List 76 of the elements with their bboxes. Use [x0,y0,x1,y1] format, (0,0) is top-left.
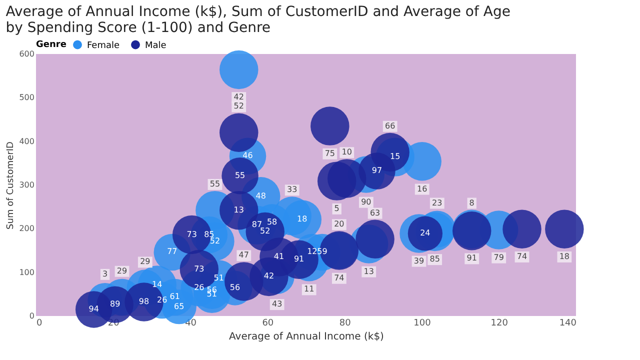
annotation: 56 [230,283,240,292]
annotation: 5 [334,204,340,213]
annotation: 61 [170,292,180,302]
annotation: 13 [364,266,374,276]
annotation: 66 [384,121,396,130]
legend-label: Female [87,40,120,51]
annotation: 55 [210,179,220,188]
annotation: 15 [390,152,400,162]
annotation: 13 [234,205,244,214]
chart-title: Average of Annual Income (k$), Sum of CustomerID and Average of Age by Spending Score (1-100) and Genre [6,4,510,36]
annotation: 14 [152,280,162,289]
annotation: 73 [194,264,204,274]
annotation: 52 [260,226,270,236]
annotation: 73 [186,230,197,239]
annotation: 33 [287,185,298,194]
x-tick-label: 100 [414,318,432,328]
annotation: 63 [370,208,380,218]
annotation: 42 [234,92,244,102]
annotation: 20 [334,220,344,229]
annotation: 94 [88,304,99,314]
annotation: 58 [266,218,278,227]
annotation: 89 [110,300,120,309]
x-tick-label: 120 [490,318,508,328]
annotation: 79 [494,252,504,262]
y-tick-label: 500 [19,93,34,102]
annotation: 74 [516,252,528,261]
annotation: 91 [294,254,304,264]
y-tick-label: 200 [19,224,34,234]
annotation: 3 [102,269,108,278]
legend-label: Male [145,40,167,51]
annotation: 77 [167,247,178,256]
annotation: 8 [469,198,474,208]
annotation: 46 [242,151,253,160]
annotation: 41 [274,252,284,262]
annotation: 43 [272,300,282,309]
legend-title: Genre [36,40,66,50]
annotation: 23 [432,198,442,208]
x-tick-label: 0 [36,318,42,328]
annotation: 10 [342,148,352,157]
annotation: 85 [204,230,214,239]
y-tick-label: 100 [19,268,34,277]
x-tick-label: 140 [559,318,577,328]
y-tick-label: 600 [19,50,34,58]
annotation: 74 [334,273,344,282]
annotation: 39 [414,256,424,266]
annotation: 48 [256,191,266,200]
annotation: 11 [304,284,314,294]
x-tick-label: 60 [262,318,274,328]
y-tick-label: 0 [29,312,34,320]
annotation: 42 [264,272,274,281]
annotation: 18 [297,214,308,224]
annotation: 85 [430,254,440,264]
annotation: 47 [238,250,249,260]
x-axis-title: Average of Annual Income (k$) [229,332,384,342]
annotation: 26 [194,283,204,292]
annotation: 75 [324,148,336,158]
y-tick-label: 400 [19,136,34,146]
annotation: 24 [420,228,430,238]
x-tick-label: 80 [339,318,352,328]
annotation: 90 [361,197,372,206]
annotation: 52 [210,236,220,246]
annotation: 16 [417,184,428,194]
annotation: 51 [214,273,224,282]
x-tick-label: 40 [185,318,197,328]
y-axis-title: Sum of CustomerID [6,141,16,230]
annotation: 97 [372,166,382,176]
annotation: 18 [559,252,570,261]
annotation: 29 [116,266,128,276]
y-tick-label: 300 [19,180,34,190]
annotation: 65 [174,302,184,311]
annotation: 98 [138,297,150,306]
annotation: 52 [234,102,244,111]
annotation: 55 [234,170,246,180]
annotation: 29 [140,257,150,266]
annotation: 91 [466,254,477,263]
annotation: 26 [157,295,168,304]
